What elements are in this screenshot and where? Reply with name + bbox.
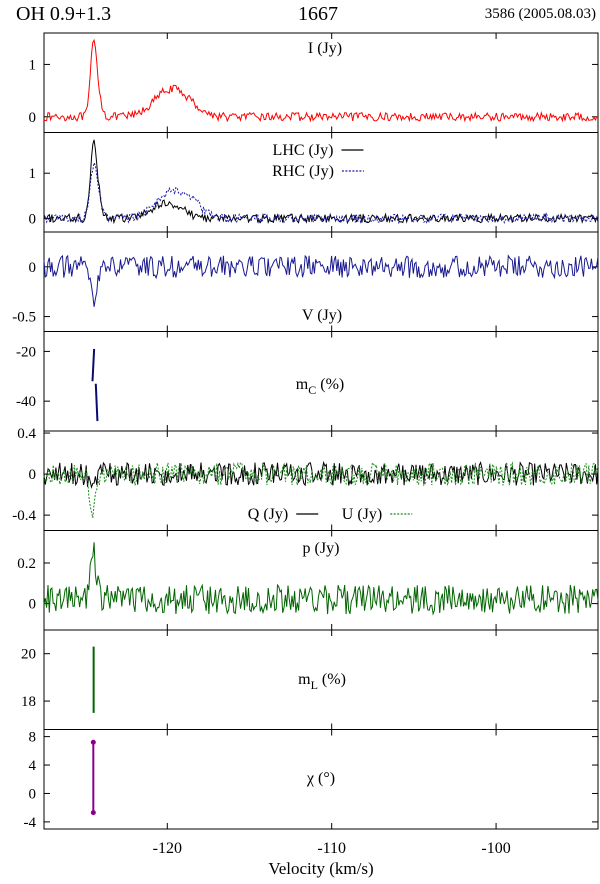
chart-header: OH 0.9+1.3 1667 3586 (2005.08.03) — [0, 0, 600, 30]
ytick-label-chi-0: 8 — [29, 730, 37, 746]
ytick-label-mL-1: 18 — [21, 694, 36, 710]
xtick-label-1: -110 — [317, 840, 346, 857]
ytick-label-chi-2: 0 — [29, 786, 37, 802]
ytick-label-LR-0: 0 — [29, 211, 37, 227]
ytick-label-mC-1: -40 — [16, 394, 36, 410]
panel-label-I: I (Jy) — [308, 40, 342, 57]
legend-label-QU-1: U (Jy) — [342, 506, 382, 523]
ytick-label-p-0: 0.2 — [17, 556, 36, 572]
series-line-V-0 — [43, 254, 599, 307]
frequency-label: 1667 — [298, 3, 338, 25]
series-line-LR-0 — [43, 139, 599, 225]
marker-chi-bottom — [90, 810, 96, 816]
legend-label-LR-1: RHC (Jy) — [272, 163, 334, 180]
x-axis-label: Velocity (km/s) — [268, 859, 373, 878]
marker-chi-top — [90, 739, 96, 745]
panel-label-mC: mC (%) — [296, 376, 344, 397]
ytick-label-I-1: 1 — [29, 57, 37, 73]
series-line-I-0 — [43, 38, 598, 123]
segment-mC-0 — [91, 348, 96, 382]
legend-label-QU-0: Q (Jy) — [248, 506, 288, 523]
legend-label-LR-0: LHC (Jy) — [273, 142, 334, 159]
ytick-label-mC-0: -20 — [16, 344, 36, 360]
ytick-label-V-0: 0 — [29, 260, 37, 276]
panel-label-p: p (Jy) — [303, 540, 340, 557]
ytick-label-QU-0: 0.4 — [17, 426, 36, 442]
panel-label-chi: χ (°) — [306, 770, 335, 787]
xtick-label-0: -120 — [153, 840, 182, 857]
panel-label-V: V (Jy) — [302, 307, 342, 324]
panel-frame-chi — [43, 729, 599, 830]
ytick-label-V-1: -0.5 — [12, 310, 36, 326]
xtick-label-2: -100 — [481, 840, 510, 857]
ytick-label-chi-1: 4 — [29, 758, 37, 774]
source-name: OH 0.9+1.3 — [16, 3, 112, 25]
ytick-label-QU-1: 0 — [29, 467, 37, 483]
ytick-label-I-0: 0 — [29, 110, 37, 126]
series-line-p-0 — [43, 542, 599, 616]
ytick-label-p-1: 0 — [29, 597, 37, 613]
series-line-LR-1 — [43, 161, 599, 225]
panel-label-mL: mL (%) — [298, 671, 346, 692]
ytick-label-LR-1: 1 — [29, 166, 37, 182]
series-line-QU-1 — [43, 461, 599, 518]
ytick-label-mL-0: 20 — [21, 647, 36, 663]
ytick-label-QU-2: -0.4 — [12, 508, 36, 524]
segment-mC-1 — [94, 383, 99, 422]
epoch-label: 3586 (2005.08.03) — [484, 6, 596, 22]
ytick-label-chi-3: -4 — [24, 815, 37, 831]
